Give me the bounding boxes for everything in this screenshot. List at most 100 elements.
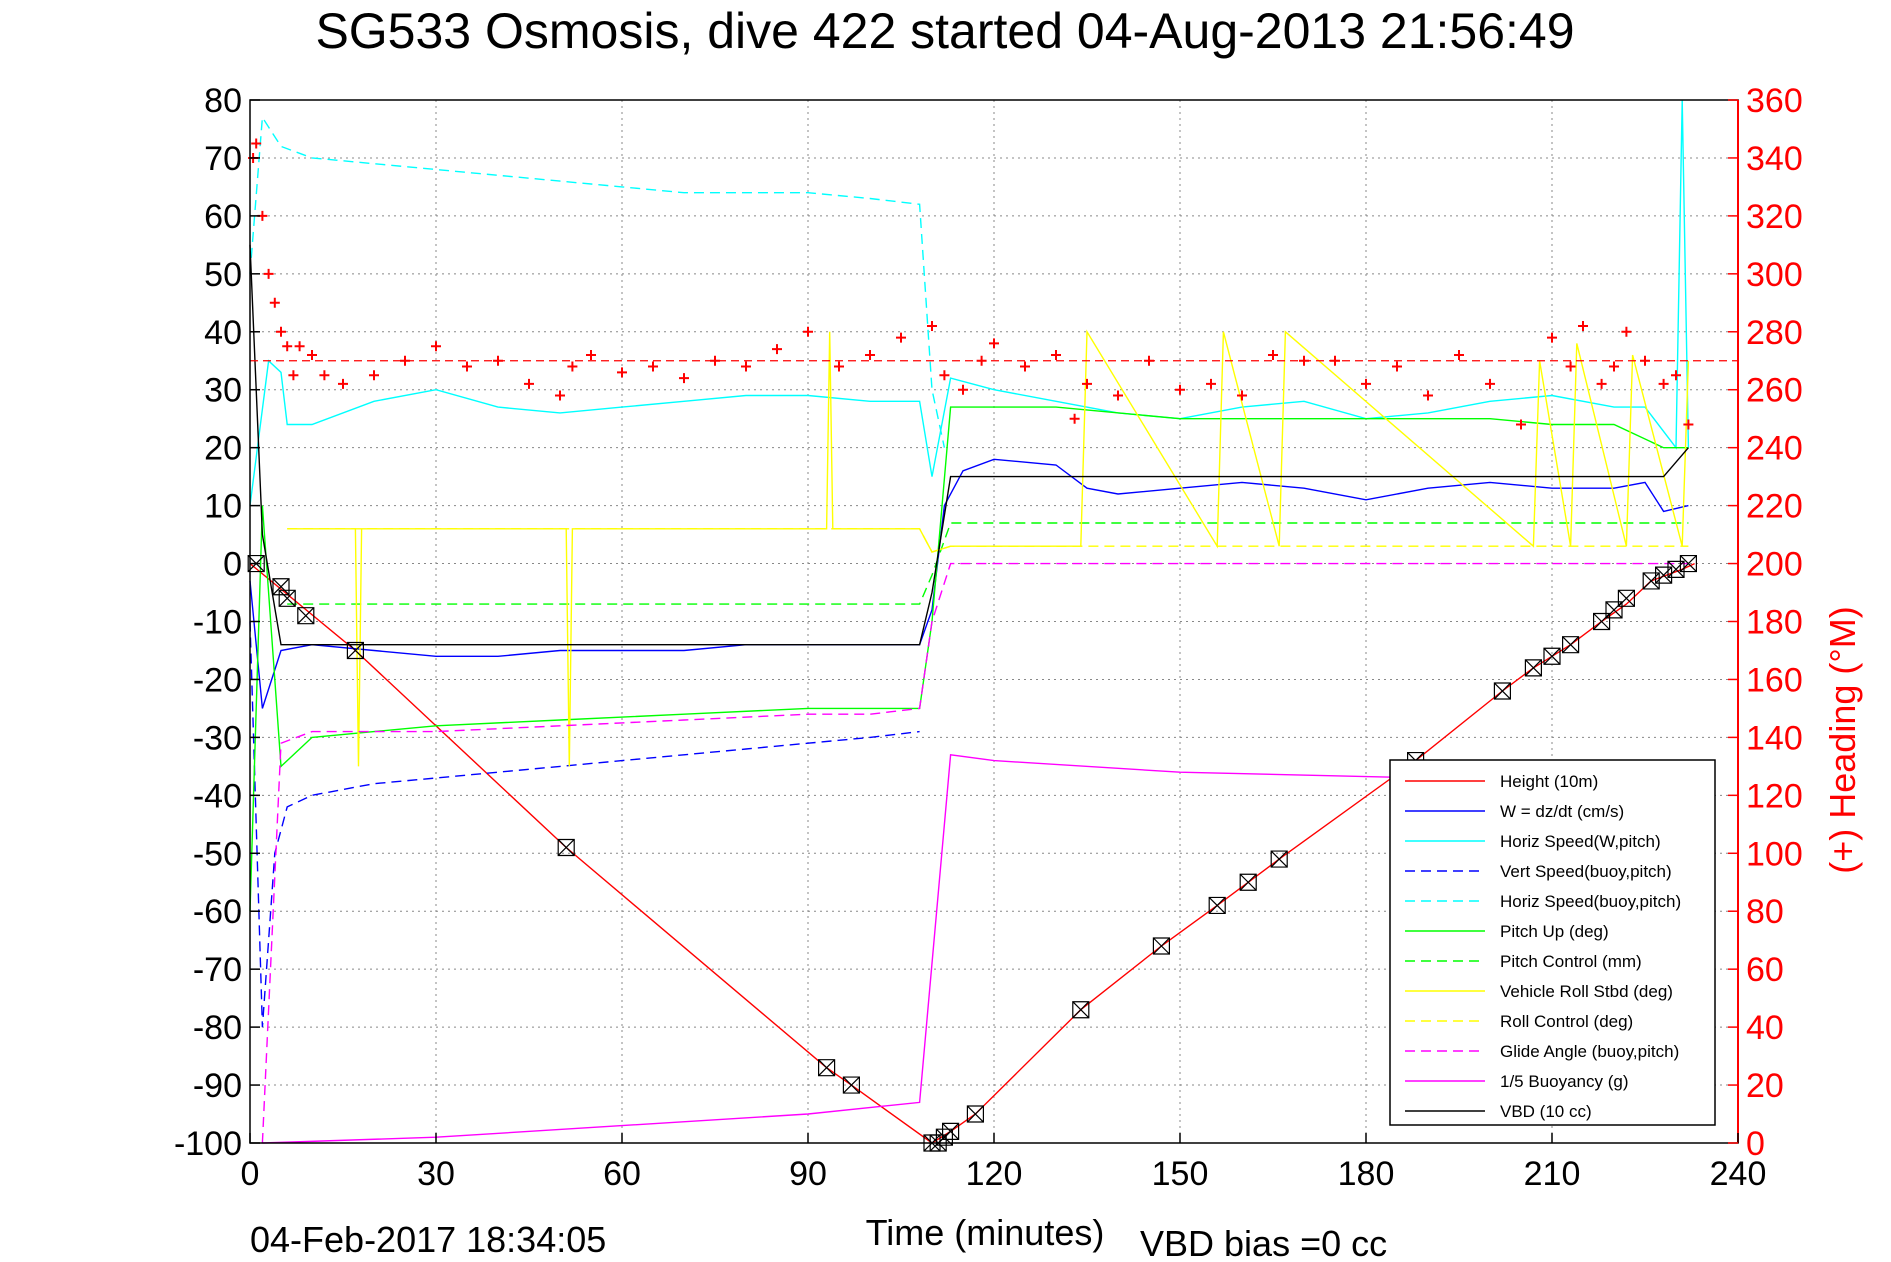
heading-point bbox=[617, 367, 627, 378]
waypoint-marker bbox=[1543, 647, 1561, 665]
waypoint-marker bbox=[1208, 896, 1226, 915]
waypoint-marker bbox=[942, 1122, 960, 1141]
heading-point bbox=[1609, 361, 1619, 372]
heading-point bbox=[338, 378, 348, 389]
heading-point bbox=[586, 349, 596, 360]
y-right-tick-label: 340 bbox=[1746, 140, 1803, 178]
x-tick-label: 30 bbox=[417, 1155, 455, 1193]
heading-point bbox=[251, 138, 262, 149]
y-tick-label: -80 bbox=[193, 1009, 242, 1047]
heading-point bbox=[524, 378, 534, 389]
heading-point bbox=[1671, 370, 1681, 381]
heading-point bbox=[865, 349, 875, 360]
y-right-tick-label: 160 bbox=[1746, 661, 1803, 699]
legend-label: 1/5 Buoyancy (g) bbox=[1500, 1072, 1629, 1091]
y-tick-label: -50 bbox=[193, 835, 242, 873]
legend-label: Roll Control (deg) bbox=[1500, 1012, 1633, 1031]
legend-label: Horiz Speed(W,pitch) bbox=[1500, 832, 1661, 851]
y-tick-label: -10 bbox=[193, 604, 242, 642]
legend-box bbox=[1389, 759, 1716, 1126]
series-line-8 bbox=[287, 528, 1689, 553]
series-line-10 bbox=[262, 754, 1429, 1144]
waypoint-marker bbox=[1493, 682, 1511, 700]
legend-label: Horiz Speed(buoy,pitch) bbox=[1500, 892, 1681, 911]
y-right-tick-label: 80 bbox=[1746, 893, 1784, 931]
series-line-4 bbox=[249, 115, 946, 448]
heading-point bbox=[927, 320, 937, 331]
legend-label: Glide Angle (buoy,pitch) bbox=[1500, 1042, 1679, 1061]
heading-point bbox=[1683, 419, 1694, 430]
waypoint-marker bbox=[346, 641, 364, 660]
waypoint-marker bbox=[1524, 659, 1542, 677]
waypoint-marker bbox=[1239, 873, 1257, 891]
x-tick-label: 90 bbox=[789, 1155, 827, 1193]
waypoint-marker bbox=[557, 838, 575, 857]
y-right-tick-label: 180 bbox=[1746, 604, 1803, 642]
waypoint-marker bbox=[966, 1105, 984, 1123]
waypoint-marker bbox=[272, 578, 290, 596]
heading-point bbox=[803, 326, 813, 337]
y-tick-label: 60 bbox=[204, 198, 242, 236]
heading-point bbox=[288, 370, 299, 381]
y-tick-label: 0 bbox=[223, 546, 242, 584]
heading-point bbox=[1454, 349, 1464, 360]
heading-point bbox=[896, 332, 906, 343]
heading-point bbox=[493, 355, 503, 366]
series-line-2 bbox=[249, 99, 1690, 506]
y-tick-label: 10 bbox=[204, 488, 242, 526]
x-tick-label: 150 bbox=[1152, 1155, 1209, 1193]
legend-label: W = dz/dt (cm/s) bbox=[1500, 802, 1624, 821]
y-tick-label: -40 bbox=[193, 777, 242, 815]
y-axis-right-label: (+) Heading (°M) bbox=[1822, 606, 1863, 873]
heading-point bbox=[319, 370, 330, 381]
y-right-tick-label: 40 bbox=[1746, 1009, 1784, 1047]
y-right-tick-label: 60 bbox=[1746, 951, 1784, 989]
legend-label: Vert Speed(buoy,pitch) bbox=[1500, 862, 1672, 881]
heading-point bbox=[741, 361, 751, 372]
heading-point bbox=[958, 384, 968, 395]
heading-point bbox=[1547, 332, 1557, 343]
heading-point bbox=[1051, 349, 1061, 360]
legend-label: Height (10m) bbox=[1500, 772, 1598, 791]
waypoint-marker bbox=[278, 589, 296, 607]
heading-point bbox=[1237, 390, 1247, 401]
y-right-tick-label: 100 bbox=[1746, 835, 1803, 873]
waypoint-marker bbox=[1642, 572, 1660, 590]
heading-point bbox=[1206, 378, 1216, 389]
y-tick-label: -20 bbox=[193, 661, 242, 699]
y-tick-label: 40 bbox=[204, 314, 242, 352]
waypoint-marker bbox=[1667, 560, 1685, 578]
y-tick-label: -60 bbox=[193, 893, 242, 931]
heading-point bbox=[555, 390, 565, 401]
heading-point bbox=[1330, 355, 1340, 366]
heading-point bbox=[834, 361, 844, 372]
heading-point bbox=[710, 355, 720, 366]
heading-point bbox=[1516, 419, 1526, 430]
x-tick-label: 120 bbox=[966, 1155, 1023, 1193]
waypoint-marker bbox=[818, 1059, 836, 1077]
heading-point bbox=[1020, 361, 1030, 372]
y-tick-label: 30 bbox=[204, 372, 242, 410]
waypoint-marker bbox=[1617, 589, 1635, 607]
heading-point bbox=[1640, 355, 1650, 366]
series-line-3 bbox=[249, 621, 920, 1028]
heading-point bbox=[294, 341, 305, 352]
series-line-9 bbox=[261, 562, 1689, 1144]
y-tick-label: 20 bbox=[204, 430, 242, 468]
heading-point bbox=[1596, 378, 1607, 389]
y-right-tick-label: 360 bbox=[1746, 82, 1803, 120]
y-axis-left: 80 70 60 50 40 30 20 10 0 -10 -20 -30 -40 -50 -60 -70 -8… bbox=[174, 82, 260, 1163]
y-right-tick-label: 200 bbox=[1746, 546, 1803, 584]
heading-point bbox=[1423, 390, 1433, 401]
y-right-tick-label: 260 bbox=[1746, 372, 1803, 410]
legend-label: Pitch Up (deg) bbox=[1500, 922, 1609, 941]
y-right-tick-label: 220 bbox=[1746, 488, 1803, 526]
heading-point bbox=[1578, 320, 1588, 331]
heading-point bbox=[263, 268, 274, 279]
waypoint-marker bbox=[1072, 1001, 1090, 1019]
heading-point bbox=[1144, 355, 1154, 366]
heading-point bbox=[1485, 378, 1495, 389]
heading-layer bbox=[248, 138, 1738, 430]
heading-point bbox=[1361, 378, 1371, 389]
